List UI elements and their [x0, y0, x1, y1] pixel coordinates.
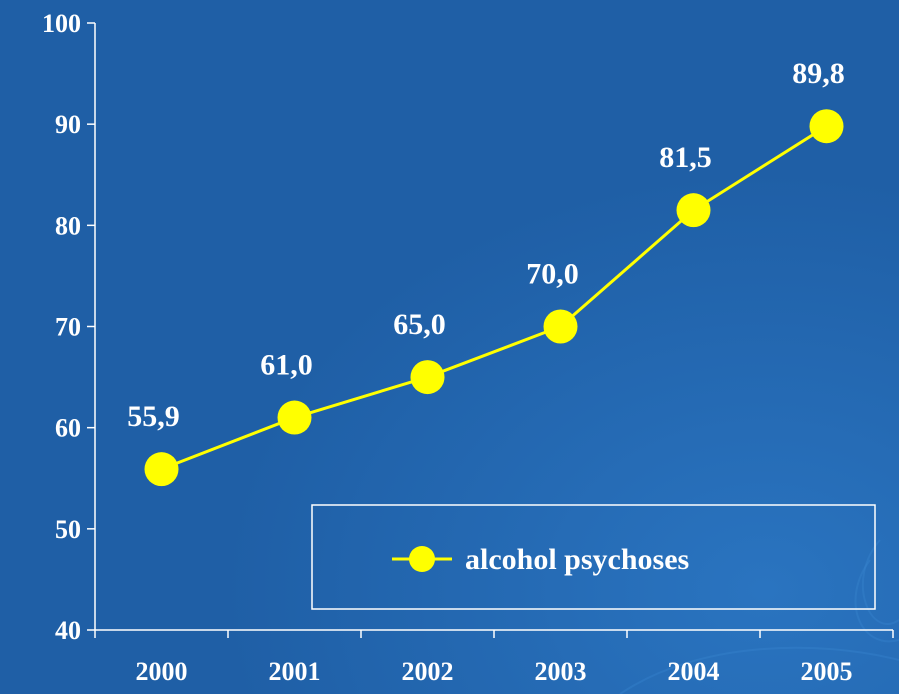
x-tick-label: 2000 [136, 657, 188, 686]
x-tick-label: 2002 [402, 657, 454, 686]
y-tick-label: 60 [55, 414, 81, 443]
data-point [676, 193, 711, 228]
legend-marker-swatch [409, 546, 435, 572]
x-tick-label: 2001 [269, 657, 321, 686]
y-tick-label: 50 [55, 515, 81, 544]
legend-box [311, 504, 876, 610]
data-label: 65,0 [393, 308, 446, 341]
y-tick-label: 80 [55, 211, 81, 240]
y-tick-label: 70 [55, 313, 81, 342]
series-line-group [160, 124, 828, 471]
background-swirl-decoration [619, 539, 899, 694]
data-point [277, 400, 312, 435]
legend-label: alcohol psychoses [465, 543, 689, 576]
y-tick-label: 90 [55, 110, 81, 139]
series-points-group [144, 109, 844, 487]
x-axis-ticks: 2000 2001 2002 2003 2004 2005 [94, 630, 894, 686]
x-tick-label: 2004 [668, 657, 720, 686]
data-point [809, 109, 844, 144]
data-label: 70,0 [526, 258, 579, 291]
legend: alcohol psychoses [311, 504, 876, 610]
data-point [144, 452, 179, 487]
x-tick-label: 2005 [801, 657, 853, 686]
data-point [543, 309, 578, 344]
y-tick-label: 100 [42, 9, 81, 38]
data-point [410, 360, 445, 395]
data-labels-group: 55,9 61,0 65,0 70,0 81,5 89,8 [127, 57, 845, 433]
data-label: 89,8 [792, 57, 845, 90]
y-axis-ticks: 40 50 60 70 80 90 100 [42, 9, 95, 645]
data-label: 61,0 [260, 349, 313, 382]
y-tick-label: 40 [55, 616, 81, 645]
series-line-alcohol-psychoses [160, 124, 828, 471]
data-label: 81,5 [659, 141, 712, 174]
x-tick-label: 2003 [535, 657, 587, 686]
data-label: 55,9 [127, 400, 180, 433]
